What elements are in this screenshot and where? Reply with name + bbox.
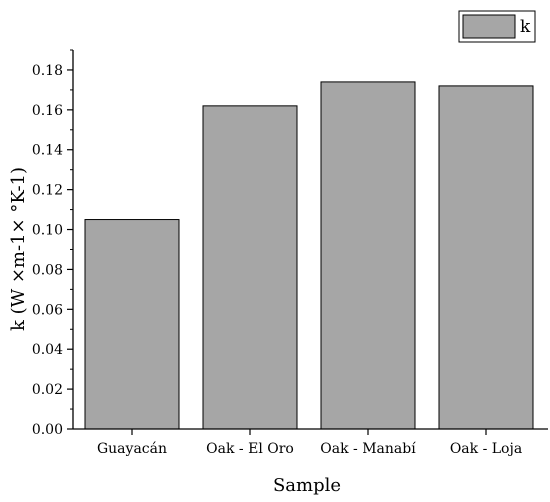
x-tick-label: Oak - Manabí [320,441,416,457]
bars-group [84,81,534,430]
bar [84,219,180,430]
legend-swatch [462,14,516,39]
y-tick-label: 0.16 [32,103,63,119]
x-axis: Guayacán Oak - El Oro Oak - Manabí Oak - Lo… [73,428,548,457]
bar [438,85,534,430]
x-axis-title: Sample [273,475,341,496]
legend: k [458,10,536,43]
bar [202,105,298,430]
y-tick-label: 0.18 [32,63,63,79]
x-tick-label: Oak - Loja [450,441,522,457]
bar [320,81,416,430]
x-tick-label: Guayacán [97,441,167,457]
y-tick-label: 0.14 [32,143,63,159]
y-tick-label: 0.08 [32,262,63,278]
y-tick-label: 0.02 [32,382,63,398]
y-axis: 0.00 0.02 0.04 0.06 0.08 0.10 0.12 0.14 0.16 0.18 [32,49,74,438]
y-tick-label: 0.00 [32,422,63,438]
y-tick-label: 0.04 [32,342,63,358]
legend-label: k [520,17,531,37]
y-axis-title: k (W ×m-1× °K-1) [8,167,29,331]
x-tick-label: Oak - El Oro [206,441,294,457]
y-tick-label: 0.10 [32,223,63,239]
y-tick-label: 0.12 [32,183,63,199]
y-tick-label: 0.06 [32,302,63,318]
